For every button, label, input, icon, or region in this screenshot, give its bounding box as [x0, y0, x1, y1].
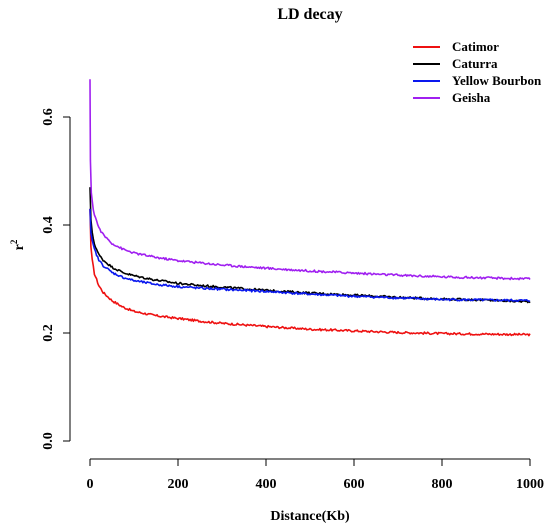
- y-tick-label: 0.2: [41, 324, 56, 342]
- y-axis-label-group: r2: [9, 239, 27, 250]
- x-tick-label: 400: [256, 477, 277, 492]
- series-line-geisha: [89, 79, 531, 281]
- x-axis: 0 200 400 600 800 1000: [87, 458, 544, 492]
- y-tick-label: 0.4: [41, 216, 56, 234]
- x-axis-label: Distance(Kb): [270, 509, 350, 524]
- legend-label: Catimor: [452, 39, 499, 54]
- y-axis: 0.0 0.2 0.4 0.6: [41, 108, 71, 450]
- y-axis-label-main: r: [12, 244, 27, 250]
- series-line-catimor: [89, 208, 531, 337]
- y-tick-label-group: 0.6: [41, 108, 56, 126]
- legend-label: Geisha: [452, 90, 491, 105]
- y-tick-label: 0.6: [41, 108, 56, 126]
- x-tick-label: 1000: [516, 477, 544, 492]
- legend: Catimor Caturra Yellow Bourbon Geisha: [413, 39, 542, 105]
- y-axis-label: r2: [9, 239, 27, 250]
- x-tick-label: 200: [168, 477, 189, 492]
- x-tick-label: 0: [87, 477, 94, 492]
- y-tick-label-group: 0.0: [41, 432, 56, 450]
- chart-title: LD decay: [277, 6, 342, 23]
- y-tick-label-group: 0.4: [41, 216, 56, 234]
- y-axis-label-superscript: 2: [9, 239, 19, 244]
- legend-label: Caturra: [452, 56, 498, 71]
- legend-label: Yellow Bourbon: [452, 73, 542, 88]
- series-line-yellow-bourbon: [89, 208, 531, 303]
- x-tick-label: 600: [344, 477, 365, 492]
- series-layer: [89, 79, 531, 337]
- y-tick-label-group: 0.2: [41, 324, 56, 342]
- y-tick-label: 0.0: [41, 432, 56, 450]
- x-tick-label: 800: [432, 477, 453, 492]
